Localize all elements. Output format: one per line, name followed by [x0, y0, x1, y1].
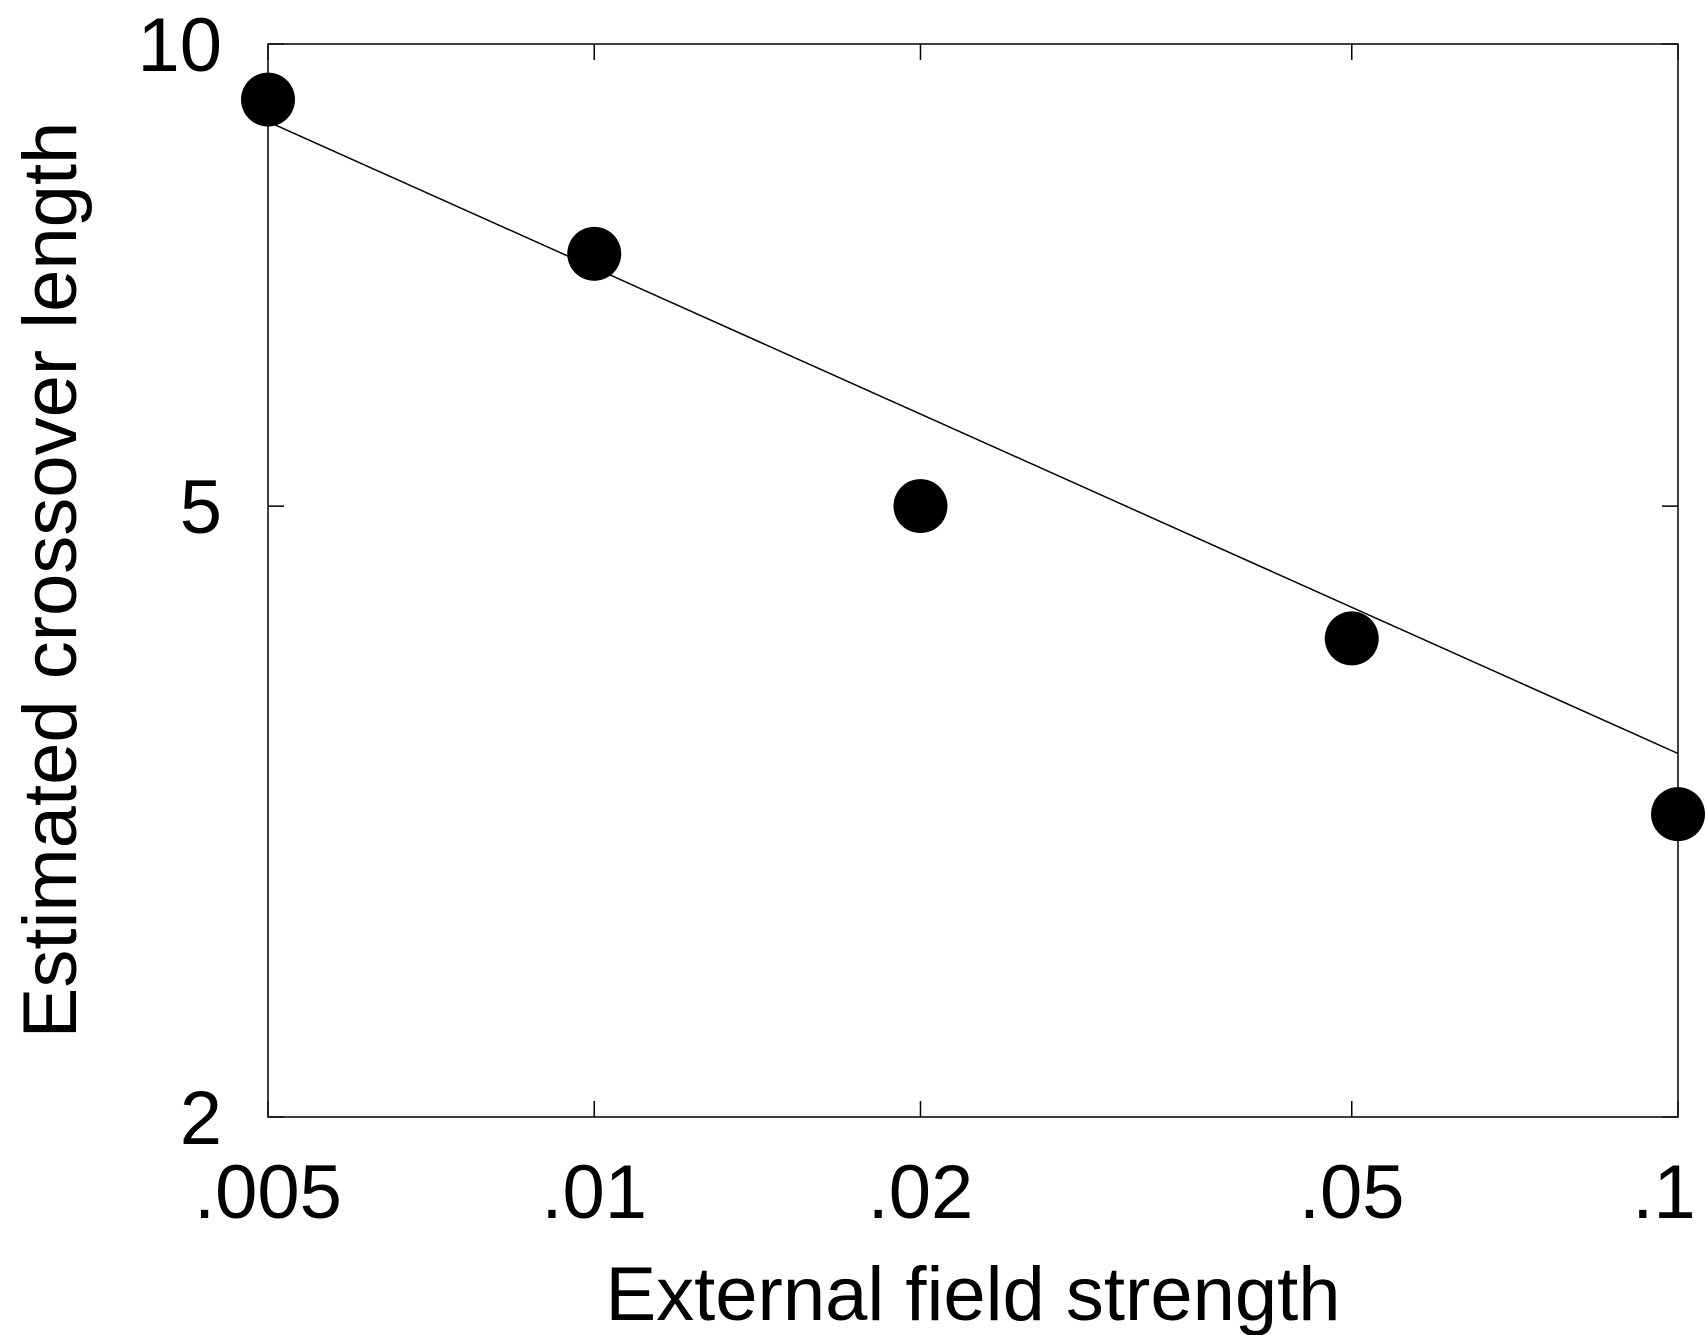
- x-tick-label: .05: [1299, 1150, 1405, 1235]
- data-point: [893, 479, 948, 534]
- plot-frame: [267, 43, 1679, 1118]
- x-tick-label: .02: [868, 1150, 974, 1235]
- x-axis-title: External field strength: [605, 1252, 1340, 1335]
- x-tick-label: .01: [541, 1150, 647, 1235]
- y-tick-label: 10: [137, 3, 222, 88]
- y-tick-label: 5: [180, 465, 222, 550]
- data-point: [1324, 611, 1379, 666]
- x-tick-label: .1: [1632, 1150, 1695, 1235]
- fit-line-group: [267, 121, 1679, 755]
- x-tick-label: .005: [194, 1150, 342, 1235]
- data-point: [1651, 787, 1705, 842]
- data-point: [567, 226, 622, 281]
- y-axis-ticks: 2 5 10: [137, 3, 1678, 1161]
- plot-area-border: [267, 43, 1679, 1118]
- y-tick-label: 2: [180, 1076, 222, 1161]
- data-points: [241, 72, 1705, 842]
- fit-line: [267, 121, 1679, 755]
- y-axis-title: Estimated crossover length: [8, 122, 93, 1039]
- data-point: [241, 72, 295, 127]
- x-axis-ticks: .005 .01 .02 .05 .1: [194, 44, 1696, 1235]
